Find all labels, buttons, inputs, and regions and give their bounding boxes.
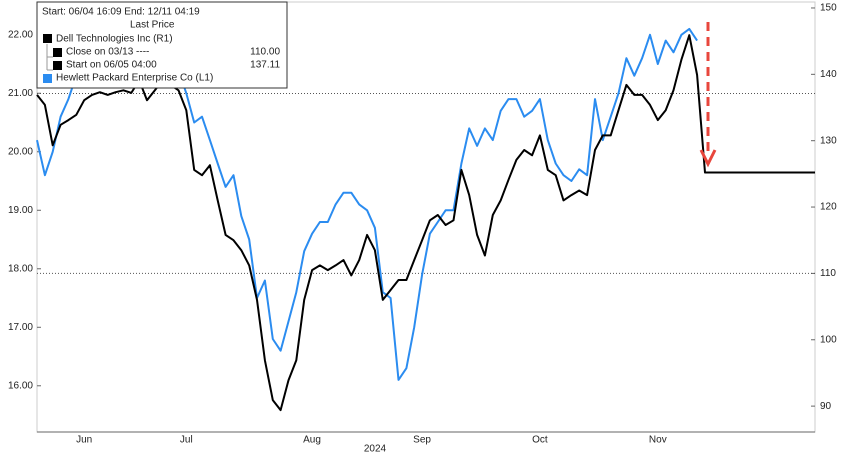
legend-label: Dell Technologies Inc (R1): [56, 34, 173, 45]
y-tick-label: 19.00: [8, 205, 33, 216]
y2-tick-label: 120: [820, 202, 837, 213]
y2-tick-label: 140: [820, 69, 837, 80]
legend-bracket: [46, 44, 53, 71]
x-tick-label: Jul: [180, 435, 193, 446]
x-axis-label: 2024: [364, 444, 387, 455]
arrow-head: [699, 149, 717, 168]
y-tick-label: 17.00: [8, 322, 33, 333]
y2-tick-label: 150: [820, 3, 837, 14]
y2-tick-label: 110: [820, 268, 836, 279]
legend-swatch: [43, 74, 52, 83]
y2-tick-label: 100: [820, 334, 837, 345]
legend-box: [36, 1, 288, 89]
x-tick-label: Jun: [76, 435, 92, 446]
y-tick-label: 21.00: [8, 88, 33, 99]
y-tick-label: 22.00: [8, 29, 33, 40]
x-tick-label: Sep: [413, 435, 431, 446]
y-tick-label: 20.00: [8, 146, 33, 157]
x-tick-label: Oct: [532, 435, 548, 446]
y2-tick-label: 130: [820, 135, 837, 146]
legend-swatch: [43, 34, 52, 43]
legend-swatch: [53, 48, 62, 57]
legend-header: Start: 06/04 16:09 End: 12/11 04:19: [42, 7, 200, 18]
x-tick-label: Aug: [303, 435, 321, 446]
legend-value: 110.00: [250, 47, 280, 58]
y-tick-label: 18.00: [8, 263, 33, 274]
x-tick-label: Nov: [649, 435, 667, 446]
legend-subheader: Last Price: [130, 20, 175, 31]
legend-label: Start on 06/05 04:00: [66, 60, 157, 71]
legend-swatch: [53, 61, 62, 70]
legend-value: 137.11: [250, 60, 280, 71]
legend-label: Close on 03/13 ----: [66, 47, 149, 58]
y-tick-label: 16.00: [8, 380, 33, 391]
y2-tick-label: 90: [820, 401, 832, 412]
legend-label: Hewlett Packard Enterprise Co (L1): [56, 73, 213, 84]
